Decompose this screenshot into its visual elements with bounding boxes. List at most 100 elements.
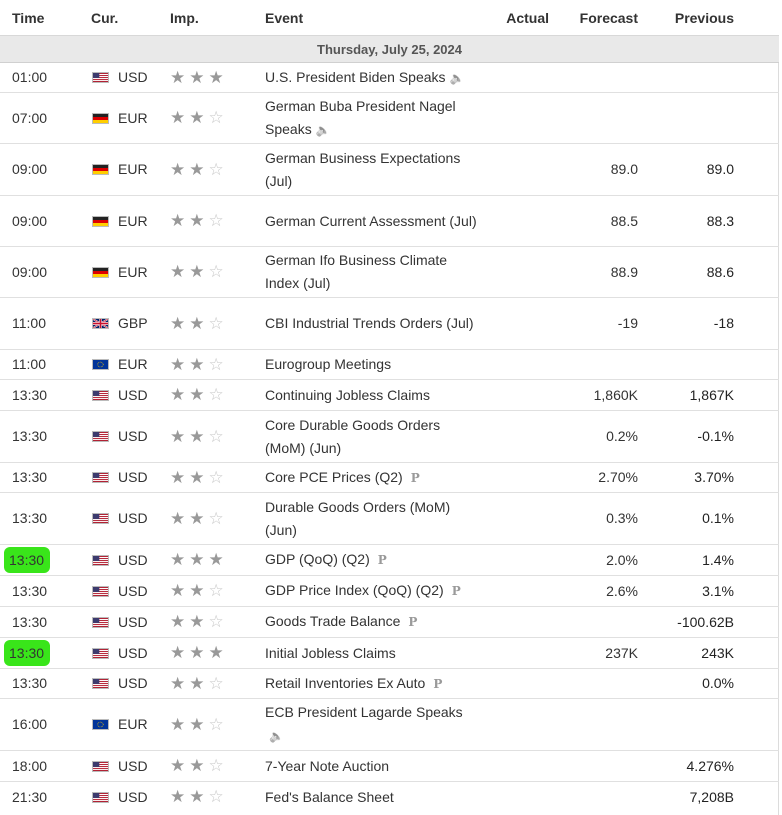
previous-value [654, 349, 779, 380]
star-empty-icon: ☆ [208, 467, 224, 487]
currency-cell: USD [79, 544, 158, 576]
star-filled-icon: ★ [170, 673, 186, 693]
event-name[interactable]: Fed's Balance Sheet [265, 788, 394, 805]
previous-value: 3.1% [654, 575, 779, 607]
event-row[interactable]: 13:30 USD ★ ★ ☆ GDP Price Index (QoQ) (Q2) P 2.… [0, 575, 779, 607]
event-name[interactable]: German Business Expectations (Jul) [265, 149, 461, 189]
event-name[interactable]: Retail Inventories Ex Auto [265, 674, 426, 691]
event-row[interactable]: 01:00 USD ★ ★ ★ U.S. President Biden Speaks 🔈 [0, 62, 779, 93]
star-empty-icon: ☆ [208, 714, 224, 734]
us-flag-icon [92, 616, 109, 628]
header-time[interactable]: Time [0, 0, 79, 36]
event-name[interactable]: GDP (QoQ) (Q2) [265, 551, 370, 567]
event-row[interactable]: 11:00 GBP ★ ★ ☆ CBI Industrial Trends Orders … [0, 297, 779, 350]
forecast-value: 237K [563, 637, 654, 669]
header-currency[interactable]: Cur. [79, 0, 158, 36]
star-empty-icon: ☆ [208, 385, 224, 404]
forecast-value: 1,860K [563, 379, 654, 411]
event-name[interactable]: 7-Year Note Auction [265, 757, 390, 774]
time-value: 16:00 [12, 716, 48, 732]
star-empty-icon: ☆ [208, 108, 224, 127]
star-filled-icon: ★ [170, 612, 186, 631]
header-forecast[interactable]: Forecast [563, 0, 654, 36]
header-importance[interactable]: Imp. [158, 0, 265, 36]
currency-cell: GBP [79, 297, 158, 350]
time-value: 13:30 [12, 386, 48, 403]
importance-cell: ★ ★ ☆ [158, 462, 265, 493]
event-row[interactable]: 13:30 USD ★ ★ ☆ Retail Inventories Ex Auto P 0.… [0, 668, 779, 699]
previous-value: 1,867K [654, 379, 779, 411]
forecast-value: 88.5 [563, 195, 654, 247]
event-row[interactable]: 13:30 USD ★ ★ ☆ Durable Goods Orders (MoM) (J… [0, 492, 779, 545]
event-name[interactable]: GDP Price Index (QoQ) (Q2) [265, 582, 444, 598]
event-name[interactable]: U.S. President Biden Speaks [265, 68, 446, 85]
star-filled-icon: ★ [189, 612, 205, 631]
speaker-icon: 🔈 [449, 70, 465, 85]
currency-cell: EUR [79, 92, 158, 144]
event-row[interactable]: 13:30 USD ★ ★ ☆ Core Durable Goods Orders (Mo… [0, 410, 779, 463]
header-previous[interactable]: Previous [654, 0, 779, 36]
event-row[interactable]: 13:30 USD ★ ★ ★ Initial Jobless Claims 237K 243… [0, 637, 779, 669]
speaker-icon: 🔈 [269, 729, 284, 743]
event-cell: Durable Goods Orders (MoM) (Jun) [265, 492, 489, 545]
time-cell: 13:30 [0, 575, 79, 607]
importance-cell: ★ ★ ☆ [158, 750, 265, 782]
actual-value [489, 246, 563, 298]
currency-cell: EUR [79, 195, 158, 247]
star-filled-icon: ★ [189, 159, 205, 179]
forecast-value [563, 750, 654, 782]
currency-cell: USD [79, 637, 158, 669]
us-flag-icon [92, 472, 109, 483]
header-row: Time Cur. Imp. Event Actual Forecast Pre… [0, 0, 779, 36]
event-row[interactable]: 13:30 USD ★ ★ ★ GDP (QoQ) (Q2) P 2.0% 1.4% [0, 544, 779, 576]
currency-code: USD [118, 644, 148, 661]
event-row[interactable]: 18:00 USD ★ ★ ☆ 7-Year Note Auction 4.276% [0, 750, 779, 782]
event-row[interactable]: 13:30 USD ★ ★ ☆ Continuing Jobless Claims 1,86… [0, 379, 779, 411]
event-row[interactable]: 13:30 USD ★ ★ ☆ Core PCE Prices (Q2) P 2.70% 3.7… [0, 462, 779, 493]
importance-cell: ★ ★ ☆ [158, 575, 265, 607]
event-name[interactable]: Goods Trade Balance [265, 613, 401, 629]
header-event[interactable]: Event [265, 0, 489, 36]
header-actual[interactable]: Actual [489, 0, 563, 36]
event-name[interactable]: Durable Goods Orders (MoM) (Jun) [265, 498, 451, 538]
time-value: 11:00 [12, 315, 46, 331]
star-filled-icon: ★ [170, 787, 186, 807]
event-name[interactable]: Initial Jobless Claims [265, 644, 396, 661]
time-value: 13:30 [12, 582, 48, 599]
forecast-value [563, 349, 654, 380]
event-name[interactable]: Core PCE Prices (Q2) [265, 468, 403, 485]
event-cell: Retail Inventories Ex Auto P [265, 668, 489, 699]
event-row[interactable]: 11:00 EUR ★ ★ ☆ Eurogroup Meetings [0, 349, 779, 380]
event-row[interactable]: 09:00 EUR ★ ★ ☆ German Current Assessment (Ju… [0, 195, 779, 247]
forecast-value: 2.0% [563, 544, 654, 576]
forecast-value: 2.6% [563, 575, 654, 607]
currency-code: USD [118, 582, 148, 599]
previous-value: 1.4% [654, 544, 779, 576]
previous-value [654, 62, 779, 93]
event-row[interactable]: 21:30 USD ★ ★ ☆ Fed's Balance Sheet 7,208B [0, 781, 779, 813]
event-name[interactable]: German Ifo Business Climate Index (Jul) [265, 252, 448, 291]
event-name[interactable]: CBI Industrial Trends Orders (Jul) [265, 315, 474, 331]
event-row[interactable]: 09:00 EUR ★ ★ ☆ German Ifo Business Climate I… [0, 246, 779, 298]
currency-code: EUR [118, 356, 148, 372]
event-name[interactable]: Core Durable Goods Orders (MoM) (Jun) [265, 416, 441, 456]
importance-cell: ★ ★ ☆ [158, 246, 265, 298]
star-filled-icon: ★ [170, 550, 186, 569]
importance-cell: ★ ★ ☆ [158, 698, 265, 751]
event-name[interactable]: Eurogroup Meetings [265, 356, 392, 372]
us-flag-icon [92, 72, 109, 83]
event-cell: German Buba President Nagel Speaks 🔈 [265, 92, 489, 144]
event-row[interactable]: 09:00 EUR ★ ★ ☆ German Business Expectations … [0, 143, 779, 196]
event-name[interactable]: German Current Assessment (Jul) [265, 212, 477, 229]
event-name[interactable]: Continuing Jobless Claims [265, 386, 430, 403]
event-name[interactable]: ECB President Lagarde Speaks [265, 704, 463, 720]
previous-value: 243K [654, 637, 779, 669]
preliminary-icon: P [408, 615, 418, 629]
time-cell: 13:30 [0, 379, 79, 411]
event-row[interactable]: 13:30 USD ★ ★ ☆ Goods Trade Balance P -100.62B [0, 606, 779, 638]
event-row[interactable]: 16:00 EUR ★ ★ ☆ ECB President Lagarde Speaks🔈 [0, 698, 779, 751]
previous-value: -100.62B [654, 606, 779, 638]
event-name[interactable]: German Buba President Nagel Speaks [265, 97, 456, 137]
event-row[interactable]: 07:00 EUR ★ ★ ☆ German Buba President Nagel S… [0, 92, 779, 144]
forecast-value [563, 668, 654, 699]
